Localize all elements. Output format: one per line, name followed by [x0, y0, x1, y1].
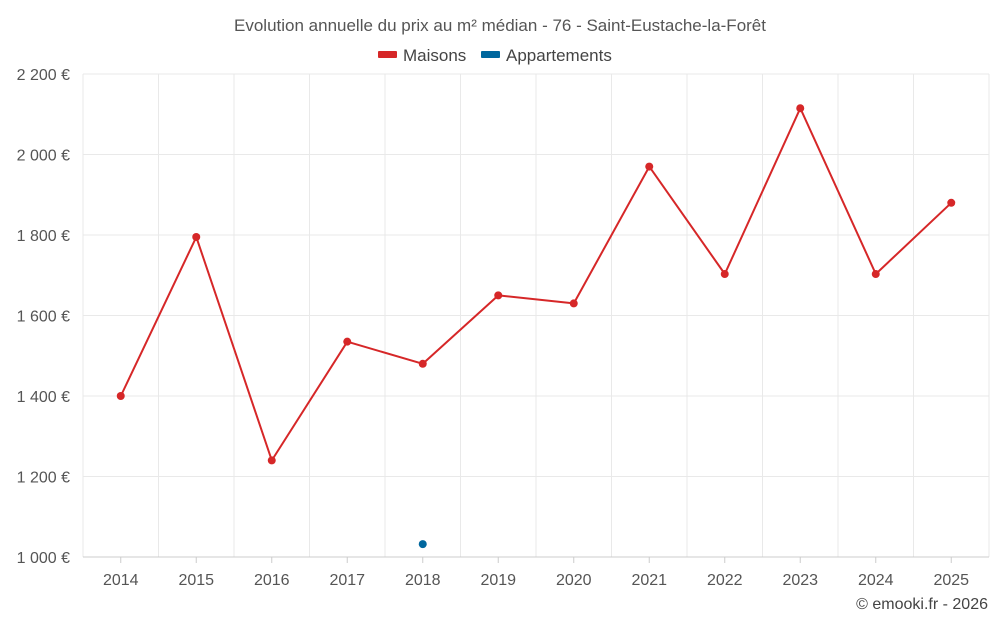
- chart-title: Evolution annuelle du prix au m² médian …: [234, 16, 766, 35]
- y-tick-label: 1 000 €: [17, 550, 70, 567]
- data-point-maisons-2018[interactable]: [418, 359, 427, 368]
- y-tick-label: 2 200 €: [17, 67, 70, 84]
- x-tick-label: 2021: [631, 572, 667, 589]
- x-tick-label: 2020: [556, 572, 592, 589]
- y-tick-label: 1 400 €: [17, 389, 70, 406]
- data-point-maisons-2016[interactable]: [267, 456, 276, 465]
- gridlines: [82, 73, 990, 557]
- series-line-maisons: [119, 107, 952, 462]
- y-axis: 1 000 € 1 200 € 1 400 € 1 600 € 1 800 € 2 000…: [17, 67, 70, 567]
- x-tick-label: 2018: [405, 572, 441, 589]
- y-tick-label: 1 800 €: [17, 228, 70, 245]
- y-tick-label: 1 200 €: [17, 470, 70, 487]
- legend: Maisons Appartements: [378, 46, 612, 65]
- data-point-maisons-2022[interactable]: [720, 270, 729, 279]
- credit-text: © emooki.fr - 2026: [856, 596, 988, 613]
- data-point-maisons-2025[interactable]: [947, 198, 956, 207]
- data-point-maisons-2023[interactable]: [796, 104, 805, 113]
- x-tick-label: 2016: [254, 572, 290, 589]
- data-point-maisons-2014[interactable]: [116, 392, 125, 400]
- data-point-maisons-2020[interactable]: [569, 299, 578, 308]
- x-tick-label: 2015: [178, 572, 214, 589]
- data-point-maisons-2021[interactable]: [645, 162, 654, 171]
- x-tick-label: 2017: [329, 572, 365, 589]
- x-tick-label: 2019: [480, 572, 516, 589]
- x-tick-label: 2023: [782, 572, 818, 589]
- data-point-maisons-2015[interactable]: [192, 233, 201, 242]
- x-tick-label: 2024: [858, 572, 894, 589]
- data-point-appartements-2018[interactable]: [418, 540, 427, 549]
- legend-swatch-appartements: [481, 51, 500, 58]
- x-tick-label: 2025: [933, 572, 969, 589]
- x-tick-label: 2014: [103, 572, 139, 589]
- x-tick-label: 2022: [707, 572, 743, 589]
- series-layer: [116, 104, 956, 549]
- data-point-maisons-2017[interactable]: [343, 337, 352, 346]
- y-tick-label: 1 600 €: [17, 309, 70, 326]
- legend-swatch-maisons: [378, 51, 397, 58]
- x-axis: 2014 2015 2016 2017 2018 2019 2020 2021 2022 2023…: [83, 556, 989, 589]
- legend-label-maisons[interactable]: Maisons: [403, 46, 466, 65]
- data-point-maisons-2019[interactable]: [494, 291, 503, 300]
- legend-label-appartements[interactable]: Appartements: [506, 46, 612, 65]
- data-point-maisons-2024[interactable]: [871, 270, 880, 279]
- y-tick-label: 2 000 €: [17, 148, 70, 165]
